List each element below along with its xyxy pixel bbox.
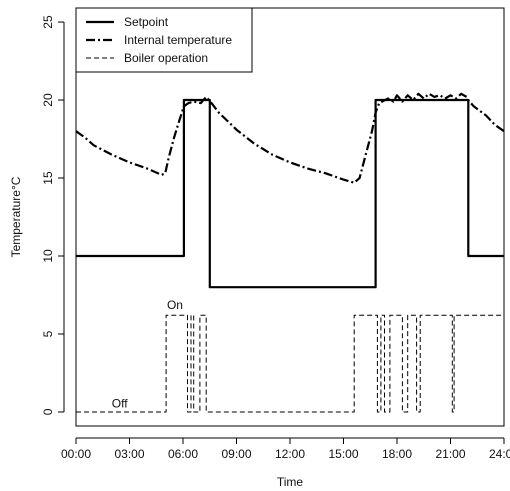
y-tick-label: 0 bbox=[41, 408, 55, 415]
series-line-boiler-operation bbox=[76, 314, 504, 413]
x-tick-label: 09:00 bbox=[221, 447, 251, 461]
x-tick-label: 00:00 bbox=[61, 447, 91, 461]
y-tick-label: 25 bbox=[41, 15, 55, 29]
plot-frame bbox=[75, 7, 505, 427]
x-tick-label: 15:00 bbox=[328, 447, 358, 461]
x-tick-label: 24:00 bbox=[489, 447, 510, 461]
series-line-internal-temperature bbox=[75, 92, 505, 184]
y-tick-label: 5 bbox=[41, 330, 55, 337]
annotation-off: Off bbox=[112, 396, 128, 410]
legend-label-setpoint: Setpoint bbox=[124, 15, 169, 29]
series-line-setpoint bbox=[76, 98, 504, 289]
annotation-on: On bbox=[167, 298, 183, 312]
y-tick-label: 20 bbox=[41, 93, 55, 107]
x-axis-title: Time bbox=[277, 475, 304, 489]
x-tick-label: 03:00 bbox=[114, 447, 144, 461]
legend: Setpoint Internal temperature Boiler opera… bbox=[75, 7, 253, 73]
x-tick-label: 12:00 bbox=[275, 447, 305, 461]
axes: 00:00 03:00 06:00 09:00 12:00 15:00 18:00 21:00… bbox=[9, 7, 510, 489]
legend-label-boiler-operation: Boiler operation bbox=[124, 51, 208, 65]
plot-area: On Off bbox=[75, 92, 505, 413]
x-tick-label: 06:00 bbox=[168, 447, 198, 461]
legend-label-internal-temperature: Internal temperature bbox=[124, 33, 232, 47]
y-tick-label: 10 bbox=[41, 249, 55, 263]
x-tick-label: 18:00 bbox=[382, 447, 412, 461]
y-tick-label: 15 bbox=[41, 171, 55, 185]
x-tick-label: 21:00 bbox=[435, 447, 465, 461]
y-axis-title: Temperature°C bbox=[9, 176, 23, 257]
